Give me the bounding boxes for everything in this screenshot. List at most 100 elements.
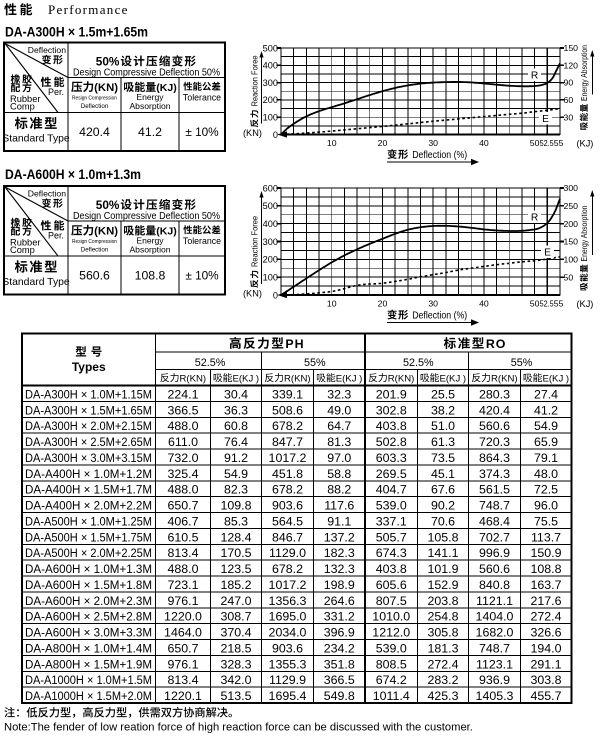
- svg-text:90.2: 90.2: [431, 499, 455, 513]
- svg-text:64.7: 64.7: [327, 419, 351, 433]
- svg-text:400: 400: [263, 61, 278, 71]
- svg-text:678.2: 678.2: [272, 483, 303, 497]
- svg-text:513.5: 513.5: [220, 689, 251, 703]
- svg-text:DA-A300H × 2.0M+2.15M: DA-A300H × 2.0M+2.15M: [25, 419, 152, 433]
- svg-text:976.1: 976.1: [167, 594, 198, 608]
- svg-text:Deflection (%): Deflection (%): [412, 150, 467, 161]
- svg-text:(KJ): (KJ): [156, 226, 176, 238]
- svg-text:DA-A500H × 1.0M+1.25M: DA-A500H × 1.0M+1.25M: [25, 514, 152, 528]
- svg-text:561.5: 561.5: [479, 483, 510, 497]
- svg-text:702.7: 702.7: [479, 530, 510, 544]
- svg-text:247.0: 247.0: [220, 594, 251, 608]
- svg-text:224.1: 224.1: [167, 387, 198, 401]
- svg-text:1010.0: 1010.0: [372, 610, 410, 624]
- svg-text:732.0: 732.0: [167, 451, 198, 465]
- svg-text:1129.9: 1129.9: [269, 673, 306, 687]
- svg-text:280.3: 280.3: [479, 387, 510, 401]
- svg-text:79.1: 79.1: [534, 451, 558, 465]
- svg-text:Absorption: Absorption: [129, 101, 170, 111]
- svg-text:88.2: 88.2: [327, 483, 351, 497]
- svg-text:100: 100: [564, 254, 579, 264]
- svg-text:Rubber: Rubber: [10, 237, 41, 247]
- svg-text:(KN): (KN): [94, 82, 118, 94]
- svg-text:E: E: [542, 114, 549, 125]
- svg-text:807.5: 807.5: [376, 594, 407, 608]
- svg-text:366.5: 366.5: [167, 403, 198, 417]
- svg-text:605.6: 605.6: [376, 578, 407, 592]
- svg-text:539.0: 539.0: [376, 641, 407, 655]
- svg-text:400: 400: [263, 219, 278, 229]
- svg-text:308.7: 308.7: [220, 610, 251, 624]
- svg-text:303.8: 303.8: [530, 673, 561, 687]
- svg-text:109.8: 109.8: [220, 499, 251, 513]
- svg-text:73.5: 73.5: [431, 451, 455, 465]
- svg-text:1121.1: 1121.1: [476, 594, 513, 608]
- svg-text:48.0: 48.0: [534, 467, 558, 481]
- svg-text:DA-A1000H × 1.0M+1.5M: DA-A1000H × 1.0M+1.5M: [25, 673, 152, 687]
- svg-text:91.1: 91.1: [327, 514, 351, 528]
- svg-text:82.3: 82.3: [224, 483, 248, 497]
- svg-text:328.3: 328.3: [220, 657, 251, 671]
- svg-text:2034.0: 2034.0: [269, 626, 307, 640]
- svg-text:105.8: 105.8: [427, 530, 458, 544]
- svg-text:58.8: 58.8: [327, 467, 351, 481]
- svg-text:55%: 55%: [304, 357, 326, 369]
- svg-text:201.9: 201.9: [376, 387, 407, 401]
- svg-text:(KJ): (KJ): [577, 139, 594, 149]
- svg-text:DA-A800H × 1.5M+1.9M: DA-A800H × 1.5M+1.9M: [25, 657, 152, 671]
- svg-text:52.5%: 52.5%: [403, 357, 434, 369]
- svg-text:Standard Type: Standard Type: [2, 134, 70, 145]
- svg-text:502.8: 502.8: [376, 435, 407, 449]
- svg-text:1464.0: 1464.0: [164, 626, 202, 640]
- svg-text:DA-A600H × 1.5M+1.8M: DA-A600H × 1.5M+1.8M: [25, 578, 152, 592]
- svg-text:67.6: 67.6: [431, 483, 455, 497]
- svg-text:1220.0: 1220.0: [164, 610, 202, 624]
- svg-text:(KJ): (KJ): [577, 299, 594, 309]
- svg-text:218.5: 218.5: [220, 641, 251, 655]
- svg-text:Deflection: Deflection: [81, 247, 109, 254]
- svg-text:51.0: 51.0: [431, 419, 455, 433]
- svg-text:269.5: 269.5: [376, 467, 407, 481]
- svg-text:Deflection: Deflection: [28, 45, 66, 55]
- svg-text:650.7: 650.7: [167, 499, 198, 513]
- svg-text:Comp: Comp: [10, 101, 35, 111]
- svg-text:326.6: 326.6: [530, 626, 561, 640]
- svg-text:611.0: 611.0: [168, 435, 198, 449]
- svg-text:1356.3: 1356.3: [269, 594, 307, 608]
- svg-text:(KN): (KN): [243, 128, 262, 138]
- svg-text:55: 55: [554, 299, 564, 309]
- svg-text:20: 20: [378, 299, 388, 309]
- svg-text:342.0: 342.0: [220, 673, 251, 687]
- svg-text:RO: RO: [486, 337, 507, 351]
- svg-text:337.1: 337.1: [376, 514, 407, 528]
- svg-text:DA-A600H × 1.0m+1.3m: DA-A600H × 1.0m+1.3m: [5, 167, 141, 182]
- svg-text:185.2: 185.2: [220, 578, 251, 592]
- svg-text:560.6: 560.6: [479, 419, 510, 433]
- svg-text:141.1: 141.1: [427, 546, 458, 560]
- svg-text:54.9: 54.9: [534, 419, 558, 433]
- svg-text:813.4: 813.4: [167, 546, 198, 560]
- svg-text:150: 150: [564, 43, 579, 53]
- svg-text:678.2: 678.2: [272, 419, 303, 433]
- svg-text:Deflection: Deflection: [81, 103, 109, 110]
- svg-text:E(KJ ): E(KJ ): [439, 373, 466, 384]
- svg-text:1017.2: 1017.2: [269, 578, 307, 592]
- svg-text:Energy Absorption: Energy Absorption: [579, 205, 589, 261]
- svg-text:Note:The fender of low reation: Note:The fender of low reation force of …: [4, 722, 473, 734]
- svg-text:283.2: 283.2: [427, 673, 458, 687]
- svg-text:32.3: 32.3: [327, 387, 351, 401]
- svg-text:748.7: 748.7: [479, 499, 510, 513]
- svg-text:± 10%: ± 10%: [185, 269, 219, 283]
- svg-text:Rubber: Rubber: [10, 94, 41, 104]
- svg-text:Resign Compression: Resign Compression: [72, 239, 117, 245]
- svg-text:30: 30: [428, 299, 438, 309]
- svg-text:50: 50: [530, 299, 540, 309]
- svg-text:1011.4: 1011.4: [373, 689, 410, 703]
- svg-text:97.0: 97.0: [327, 451, 351, 465]
- svg-text:(KJ): (KJ): [156, 82, 176, 94]
- svg-text:374.3: 374.3: [479, 467, 510, 481]
- svg-text:30.4: 30.4: [224, 387, 248, 401]
- svg-text:500: 500: [263, 201, 278, 211]
- svg-text:DA-A300H × 1.0M+1.15M: DA-A300H × 1.0M+1.15M: [25, 387, 152, 401]
- svg-text:488.0: 488.0: [167, 419, 198, 433]
